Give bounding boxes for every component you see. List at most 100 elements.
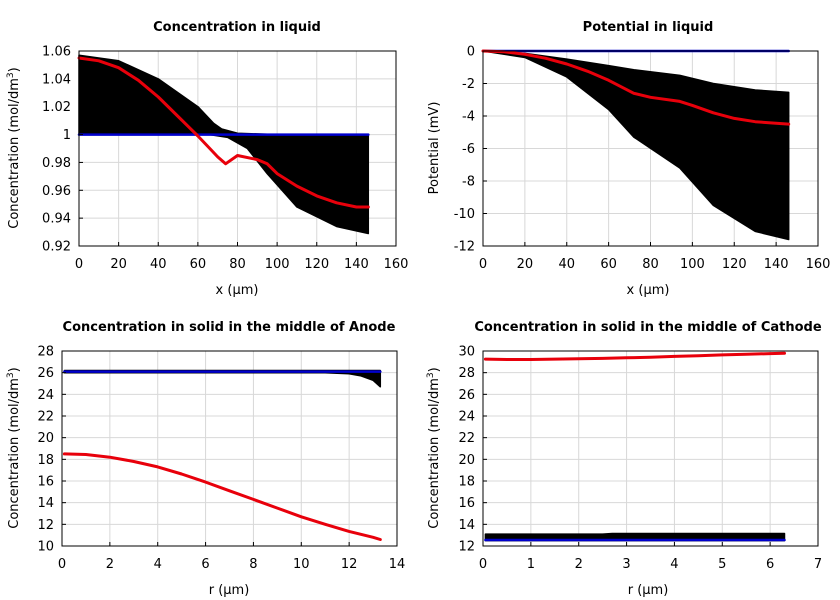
- x-tick-label: 80: [229, 257, 246, 272]
- y-tick-label: 20: [37, 431, 54, 446]
- y-tick-label: 24: [458, 410, 475, 425]
- y-axis-label-sup: 3: [426, 372, 436, 378]
- x-tick-label: 12: [341, 557, 358, 572]
- x-tick-label: 60: [600, 257, 617, 272]
- x-tick-label: 100: [265, 257, 290, 272]
- y-axis-label-base: Concentration (mol/dm: [7, 78, 22, 229]
- y-tick-label: 12: [37, 518, 54, 533]
- y-tick-label: 0.92: [42, 240, 71, 255]
- series-line-final: [481, 49, 791, 126]
- x-tick-label: 60: [190, 257, 207, 272]
- x-axis-label: x (µm): [627, 283, 670, 298]
- x-tick-label: 120: [304, 257, 329, 272]
- y-tick-label: 0.94: [42, 212, 71, 227]
- x-tick-label: 80: [642, 257, 659, 272]
- series-line-final: [62, 452, 382, 541]
- x-tick-label: 14: [389, 557, 406, 572]
- y-tick-label: 26: [458, 388, 475, 403]
- series-envelope-area: [482, 50, 790, 241]
- chart-title: Concentration in solid in the middle of …: [63, 320, 396, 335]
- y-tick-label: 20: [458, 453, 475, 468]
- y-tick-label: -6: [462, 142, 475, 157]
- x-tick-label: 0: [479, 257, 487, 272]
- x-tick-label: 0: [58, 557, 66, 572]
- y-tick-label: 16: [458, 496, 475, 511]
- y-axis-label-base: Concentration (mol/dm: [427, 378, 442, 529]
- y-tick-label: 1.04: [42, 72, 71, 87]
- y-tick-label: 22: [458, 431, 475, 446]
- y-tick-label: 1: [63, 128, 71, 143]
- x-tick-label: 3: [622, 557, 630, 572]
- x-tick-label: 2: [106, 557, 114, 572]
- y-axis-label-base: Concentration (mol/dm: [7, 378, 22, 529]
- y-axis-label: Concentration (mol/dm3): [6, 367, 22, 529]
- y-tick-label: -4: [462, 110, 475, 125]
- plot-area: 0 20 40 60 80 100 120 140 160 -12 -10 -8 -6 -4 -2 0: [454, 45, 831, 273]
- y-axis-label: Concentration (mol/dm3): [426, 367, 442, 529]
- x-tick-label: 160: [384, 257, 409, 272]
- y-tick-label: 0: [467, 45, 475, 60]
- plot-area: 0 20 40 60 80 100 120 140 160 0.92 0.94 0.96 0.98 1 1.…: [42, 45, 408, 273]
- y-tick-label: 28: [458, 366, 475, 381]
- x-tick-label: 120: [722, 257, 747, 272]
- y-tick-label: 10: [37, 540, 54, 555]
- y-tick-label: 16: [37, 475, 54, 490]
- y-tick-label: 14: [37, 496, 54, 511]
- y-tick-label: 28: [37, 345, 54, 360]
- x-tick-label: 100: [680, 257, 705, 272]
- series-line-final: [483, 351, 786, 361]
- x-axis-label: r (µm): [209, 583, 250, 598]
- y-tick-label: 1.02: [42, 100, 71, 115]
- x-axis-label: r (µm): [628, 583, 669, 598]
- y-tick-label: 18: [458, 475, 475, 490]
- plot-frame: [61, 350, 398, 547]
- y-tick-label: 26: [37, 366, 54, 381]
- x-tick-label: 1: [527, 557, 535, 572]
- y-axis-label-end: ): [427, 367, 442, 372]
- y-tick-label: -8: [462, 175, 475, 190]
- x-tick-label: 5: [718, 557, 726, 572]
- y-tick-label: 14: [458, 518, 475, 533]
- y-tick-label: 24: [37, 388, 54, 403]
- series-envelope-area: [78, 54, 370, 235]
- y-tick-label: -2: [462, 77, 475, 92]
- y-tick-label: 0.96: [42, 184, 71, 199]
- y-tick-label: 0.98: [42, 156, 71, 171]
- x-tick-label: 10: [293, 557, 310, 572]
- x-tick-label: 160: [806, 257, 831, 272]
- y-tick-label: 18: [37, 453, 54, 468]
- x-tick-label: 140: [344, 257, 369, 272]
- chart-potential-in-liquid: 0 20 40 60 80 100 120 140 160 -12 -10 -8 -6 -4 -2 0 Pot…: [427, 20, 830, 298]
- y-axis-label: Concentration (mol/dm3): [6, 67, 22, 229]
- y-axis-label: Potential (mV): [427, 102, 442, 195]
- x-axis-label: x (µm): [216, 283, 259, 298]
- x-tick-label: 6: [201, 557, 209, 572]
- series-envelope-area: [63, 369, 382, 388]
- x-tick-label: 40: [150, 257, 167, 272]
- x-tick-label: 2: [575, 557, 583, 572]
- x-tick-label: 0: [75, 257, 83, 272]
- x-tick-label: 20: [517, 257, 534, 272]
- y-tick-label: -12: [454, 240, 475, 255]
- y-tick-label: 1.06: [42, 45, 71, 60]
- y-axis-label-sup: 3: [6, 372, 16, 378]
- x-tick-label: 20: [110, 257, 127, 272]
- plot-frame: [482, 350, 819, 547]
- y-tick-label: 30: [458, 345, 475, 360]
- y-axis-label-end: ): [7, 367, 22, 372]
- x-tick-label: 4: [670, 557, 678, 572]
- y-axis-label-end: ): [7, 67, 22, 72]
- x-tick-label: 6: [766, 557, 774, 572]
- chart-title: Concentration in liquid: [153, 20, 321, 35]
- x-tick-label: 0: [479, 557, 487, 572]
- y-tick-label: 22: [37, 410, 54, 425]
- x-tick-label: 7: [814, 557, 822, 572]
- y-tick-label: 12: [458, 540, 475, 555]
- x-tick-label: 4: [154, 557, 162, 572]
- x-tick-label: 8: [249, 557, 257, 572]
